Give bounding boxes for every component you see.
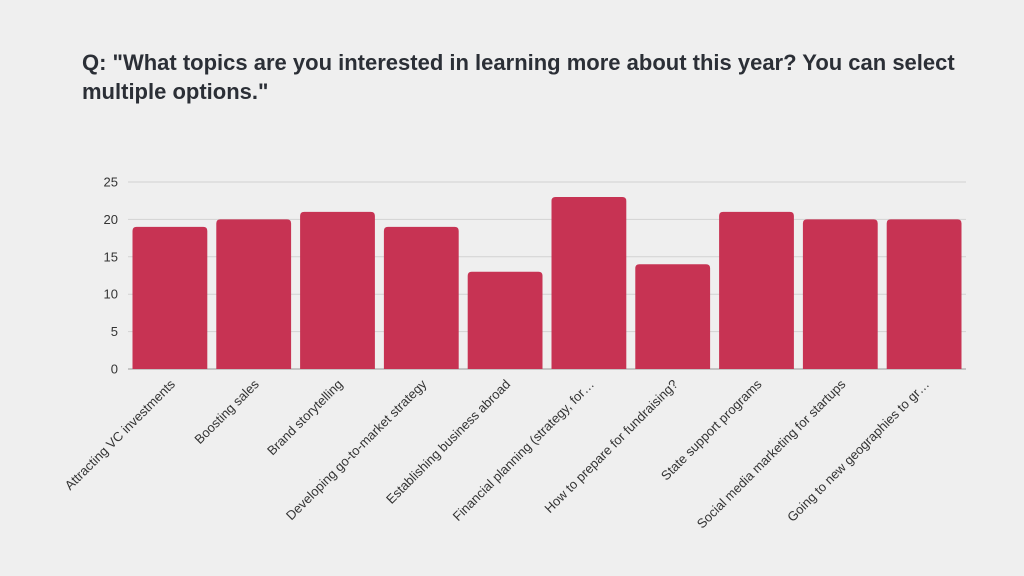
bar: [551, 196, 627, 369]
bar-series: [132, 196, 962, 369]
x-tick-label: How to prepare for fundraising?: [541, 377, 680, 516]
x-tick-label: Going to new geographies to gr…: [784, 377, 932, 525]
y-tick-label: 10: [104, 287, 118, 302]
bar: [802, 219, 878, 369]
x-tick-label: Financial planning (strategy, for…: [450, 377, 597, 524]
bar: [719, 211, 794, 369]
x-tick-label: Attracting VC investments: [62, 376, 179, 493]
y-axis: 0 5 10 15 20 25: [104, 175, 118, 377]
bar: [300, 211, 375, 369]
x-tick-label: Developing go-to-market strategy: [283, 376, 430, 523]
y-tick-label: 0: [111, 362, 118, 377]
y-tick-label: 25: [104, 175, 118, 190]
bar: [216, 219, 292, 369]
x-axis: Attracting VC investments Boosting sales B…: [62, 376, 933, 531]
bar: [635, 264, 711, 369]
y-tick-label: 5: [111, 324, 118, 339]
chart-title: Q: "What topics are you interested in le…: [82, 50, 955, 104]
x-tick-label: Brand storytelling: [264, 377, 346, 459]
bar: [132, 226, 208, 369]
x-tick-label: Social media marketing for startups: [694, 376, 849, 531]
bar: [886, 219, 962, 369]
x-tick-label: Boosting sales: [191, 376, 262, 447]
y-tick-label: 15: [104, 249, 118, 264]
bar: [383, 226, 459, 369]
bar: [467, 271, 543, 369]
y-tick-label: 20: [104, 212, 118, 227]
